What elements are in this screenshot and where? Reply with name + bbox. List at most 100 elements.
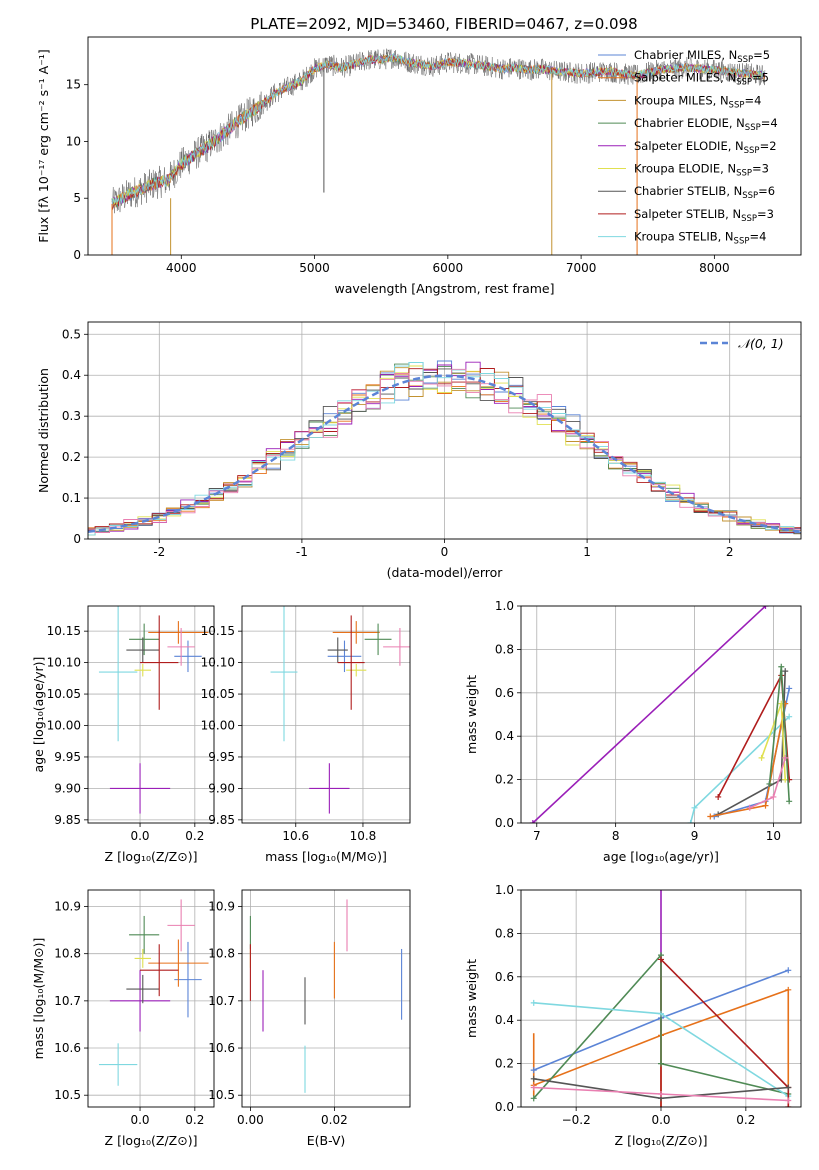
legend-label: Chabrier ELODIE, NSSP=4 — [634, 116, 778, 133]
axes-frame — [241, 889, 411, 1108]
y-tick-label: 9.85 — [54, 813, 81, 827]
figure-title: PLATE=2092, MJD=53460, FIBERID=0467, z=0… — [250, 15, 637, 33]
x-tick-label: 0.00 — [237, 1113, 264, 1127]
x-tick-label: 7 — [533, 829, 541, 843]
y-tick-label: 0.4 — [62, 368, 81, 382]
y-tick-label: 9.95 — [54, 750, 81, 764]
x-tick-label: 8 — [612, 829, 620, 843]
x-tick-label: 2 — [726, 545, 734, 559]
x-tick-label: 8000 — [699, 261, 730, 275]
weight-marker — [785, 1104, 792, 1107]
y-tick-label: 10.8 — [208, 947, 235, 961]
x-tick-label: 4000 — [166, 261, 197, 275]
x-axis-label: (data-model)/error — [387, 565, 504, 580]
y-tick-label: 0 — [73, 248, 81, 262]
x-tick-label: 6000 — [433, 261, 464, 275]
y-tick-label: 10.7 — [208, 994, 235, 1008]
weight-marker — [658, 956, 664, 963]
weight-marker — [658, 1060, 664, 1067]
weight-marker — [778, 663, 785, 670]
x-tick-label: 0.0 — [130, 829, 149, 843]
plot-area — [111, 48, 766, 255]
histogram-step — [88, 368, 801, 533]
error-bar-point — [140, 944, 179, 997]
y-axis-label: mass weight — [464, 959, 479, 1038]
error-bar-point — [346, 663, 367, 677]
y-tick-label: 0.2 — [495, 1057, 514, 1071]
x-tick-label: 0.02 — [321, 1113, 348, 1127]
x-tick-label: 7000 — [566, 261, 597, 275]
y-axis-label: mass weight — [464, 675, 479, 754]
weight-marker — [530, 1067, 537, 1074]
y-axis-label: Flux [fλ 10⁻¹⁷ erg cm⁻² s⁻¹ A⁻¹] — [36, 49, 51, 242]
y-tick-label: 0.4 — [495, 1013, 514, 1027]
x-tick-label: 10.8 — [350, 829, 377, 843]
weight-marker — [658, 1010, 664, 1017]
y-tick-label: 10.9 — [54, 900, 81, 914]
legend-label: Salpeter STELIB, NSSP=3 — [634, 207, 774, 224]
legend-label: Chabrier STELIB, NSSP=6 — [634, 184, 775, 201]
weight-marker — [707, 813, 714, 820]
y-tick-label: 10.6 — [208, 1041, 235, 1055]
axes-frame — [241, 605, 411, 824]
weight-marker — [785, 986, 792, 993]
y-tick-label: 10.00 — [201, 719, 235, 733]
weight-marker — [782, 668, 789, 675]
legend-label: Kroupa MILES, NSSP=4 — [634, 93, 761, 110]
error-bar-point — [332, 621, 380, 644]
gaussian-curve — [88, 374, 801, 534]
y-tick-label: 0.2 — [495, 773, 514, 787]
panel-mass-vs-EBV: 0.00 0.02 10.5 10.6 10.7 10.8 10.9 E(B-V) — [208, 889, 411, 1148]
weight-line — [532, 606, 767, 823]
x-tick-label: -1 — [296, 545, 308, 559]
legend-label: Kroupa STELIB, NSSP=4 — [634, 230, 766, 247]
y-tick-label: 1.0 — [495, 883, 514, 897]
x-axis-label: Z [log₁₀(Z/Z⊙)] — [615, 1133, 708, 1148]
plot-area — [270, 606, 410, 814]
x-tick-label: 10 — [766, 829, 781, 843]
y-tick-label: 10.8 — [54, 947, 81, 961]
y-tick-label: 10.7 — [54, 994, 81, 1008]
weight-marker — [786, 798, 793, 805]
x-tick-label: 10.6 — [282, 829, 309, 843]
y-tick-label: 0.4 — [495, 729, 514, 743]
weight-marker — [766, 780, 773, 787]
weight-marker — [530, 1095, 537, 1102]
axes-frame — [87, 605, 215, 824]
error-bar-point — [327, 640, 362, 673]
y-tick-label: 0.3 — [62, 409, 81, 423]
error-bar-point — [270, 606, 298, 742]
weight-marker — [785, 1097, 792, 1104]
weight-marker — [687, 820, 694, 823]
plot-area — [530, 890, 792, 1107]
y-tick-label: 10.05 — [201, 687, 235, 701]
y-tick-label: 5 — [73, 191, 81, 205]
weight-marker — [529, 820, 536, 823]
weight-marker — [746, 804, 753, 811]
y-tick-label: 10.5 — [54, 1088, 81, 1102]
y-tick-label: 0.2 — [62, 450, 81, 464]
error-bar-point — [134, 948, 151, 968]
y-tick-label: 15 — [66, 78, 81, 92]
error-bar-point — [126, 637, 160, 663]
y-tick-label: 10.00 — [47, 719, 81, 733]
weight-marker — [785, 967, 792, 974]
x-tick-label: -2 — [153, 545, 165, 559]
x-tick-label: 0.2 — [185, 829, 204, 843]
error-bar-point — [109, 970, 171, 1032]
y-tick-label: 9.95 — [208, 750, 235, 764]
axes-frame — [87, 321, 802, 540]
error-bar-point — [109, 763, 171, 814]
y-tick-label: 0.5 — [62, 327, 81, 341]
weight-marker — [530, 1075, 537, 1082]
y-tick-label: 0.6 — [495, 970, 514, 984]
weight-marker — [715, 793, 722, 800]
error-bar-point — [383, 628, 410, 666]
y-tick-label: 0.6 — [495, 686, 514, 700]
y-tick-label: 0.1 — [62, 491, 81, 505]
legend: 𝒩(0, 1) — [700, 336, 784, 351]
plot-area — [249, 899, 403, 1093]
weight-marker — [782, 754, 789, 761]
spectrum-line — [111, 52, 765, 210]
